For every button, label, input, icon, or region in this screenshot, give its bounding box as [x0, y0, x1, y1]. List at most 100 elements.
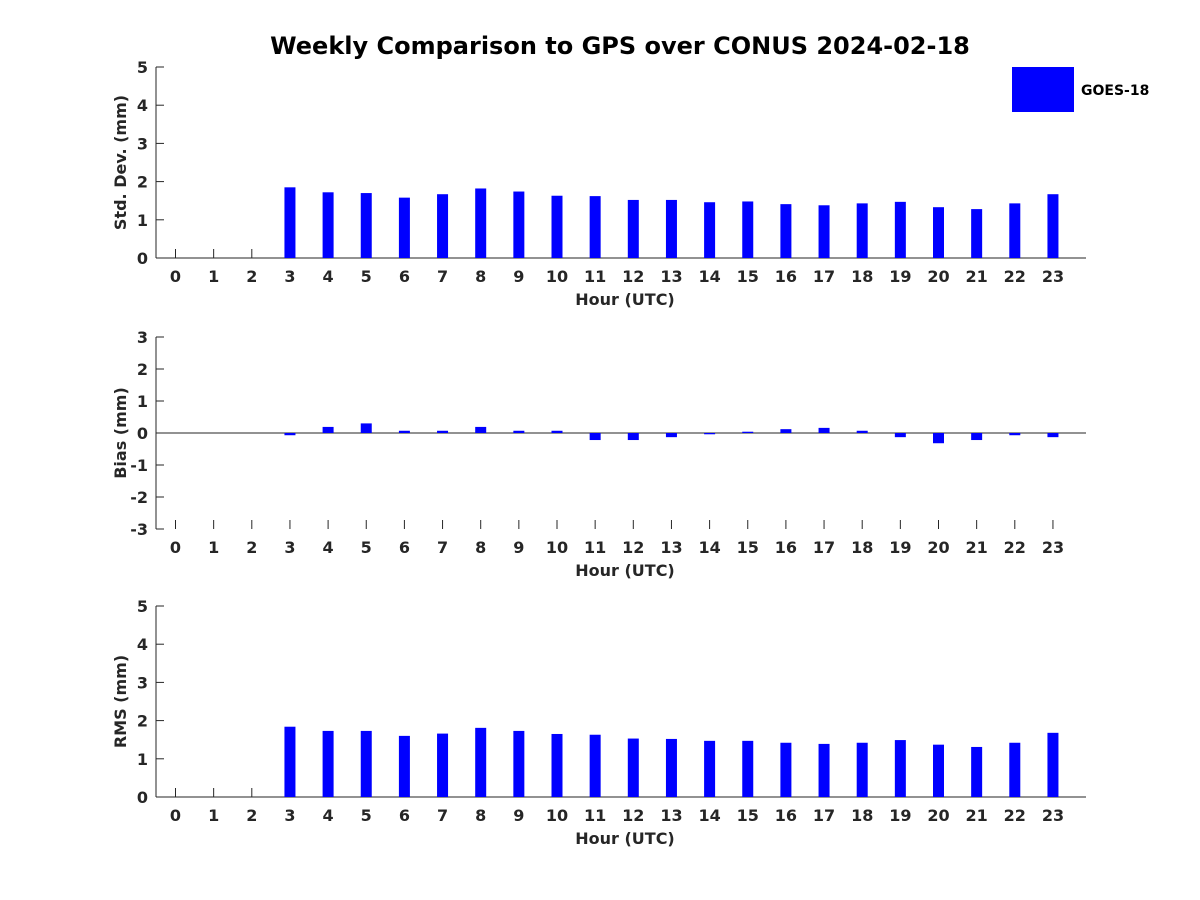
bar-bias-hour-10 — [551, 430, 563, 433]
x-tick-label: 5 — [361, 267, 372, 286]
x-tick-label: 5 — [361, 538, 372, 557]
x-axis-label: Hour (UTC) — [575, 561, 675, 580]
x-tick-label: 8 — [475, 806, 486, 825]
x-tick-label: 23 — [1042, 806, 1064, 825]
bar-rms-hour-7 — [437, 733, 449, 797]
y-tick-label: 1 — [137, 392, 148, 411]
x-tick-label: 16 — [775, 806, 797, 825]
bar-std-dev-hour-15 — [742, 201, 754, 258]
bar-bias-hour-21 — [971, 433, 983, 441]
y-axis-label: Std. Dev. (mm) — [111, 95, 130, 230]
x-tick-label: 16 — [775, 538, 797, 557]
x-tick-label: 4 — [323, 538, 334, 557]
x-tick-label: 21 — [966, 538, 988, 557]
x-tick-label: 2 — [246, 538, 257, 557]
x-tick-label: 14 — [698, 267, 720, 286]
bar-std-dev-hour-13 — [665, 199, 677, 258]
y-tick-label: 0 — [137, 249, 148, 268]
bar-bias-hour-13 — [665, 433, 677, 438]
x-tick-label: 22 — [1004, 267, 1026, 286]
x-tick-label: 6 — [399, 267, 410, 286]
bar-bias-hour-8 — [475, 426, 487, 433]
bar-bias-hour-7 — [437, 430, 449, 433]
x-tick-label: 3 — [284, 538, 295, 557]
x-tick-label: 3 — [284, 267, 295, 286]
y-tick-label: 3 — [137, 328, 148, 347]
bar-rms-hour-19 — [894, 740, 906, 797]
x-tick-label: 3 — [284, 806, 295, 825]
bar-std-dev-hour-22 — [1009, 203, 1021, 258]
y-tick-label: -3 — [130, 520, 148, 539]
x-tick-label: 11 — [584, 267, 606, 286]
bar-rms-hour-15 — [742, 740, 754, 797]
y-tick-label: 0 — [137, 788, 148, 807]
x-tick-label: 20 — [927, 806, 949, 825]
bar-std-dev-hour-21 — [971, 209, 983, 258]
y-tick-label: 4 — [137, 96, 148, 115]
y-tick-label: -1 — [130, 456, 148, 475]
bar-bias-hour-4 — [322, 426, 334, 433]
x-tick-label: 9 — [513, 267, 524, 286]
bar-std-dev-hour-19 — [894, 201, 906, 258]
bar-bias-hour-22 — [1009, 433, 1021, 436]
bar-rms-hour-14 — [704, 740, 716, 797]
y-tick-label: 4 — [137, 635, 148, 654]
bar-rms-hour-5 — [360, 730, 372, 797]
legend: GOES-18 — [1012, 67, 1149, 112]
bar-std-dev-hour-16 — [780, 204, 792, 258]
x-tick-label: 7 — [437, 267, 448, 286]
x-tick-label: 13 — [660, 806, 682, 825]
legend-swatch-goes-18 — [1012, 67, 1074, 112]
x-tick-label: 17 — [813, 267, 835, 286]
bar-bias-hour-11 — [589, 433, 601, 441]
x-tick-label: 1 — [208, 267, 219, 286]
x-tick-label: 17 — [813, 806, 835, 825]
x-tick-label: 4 — [323, 267, 334, 286]
x-tick-label: 0 — [170, 267, 181, 286]
bar-std-dev-hour-4 — [322, 192, 334, 258]
x-tick-label: 2 — [246, 267, 257, 286]
bar-bias-hour-17 — [818, 427, 830, 433]
bar-bias-hour-18 — [856, 430, 868, 433]
y-axis-label: Bias (mm) — [111, 387, 130, 479]
bar-bias-hour-5 — [360, 423, 372, 433]
x-axis-label: Hour (UTC) — [575, 829, 675, 848]
bar-std-dev-hour-10 — [551, 195, 563, 258]
bar-rms-hour-8 — [475, 727, 487, 797]
y-tick-label: 5 — [137, 597, 148, 616]
bar-std-dev-hour-3 — [284, 187, 296, 258]
x-tick-label: 17 — [813, 538, 835, 557]
x-tick-label: 15 — [737, 267, 759, 286]
bar-bias-hour-14 — [704, 433, 716, 435]
bar-rms-hour-20 — [933, 744, 944, 797]
x-tick-label: 9 — [513, 538, 524, 557]
x-tick-label: 8 — [475, 538, 486, 557]
bar-bias-hour-20 — [933, 433, 944, 444]
legend-label-goes-18: GOES-18 — [1081, 83, 1149, 99]
x-tick-label: 18 — [851, 538, 873, 557]
bar-std-dev-hour-7 — [437, 194, 449, 258]
x-tick-label: 19 — [889, 267, 911, 286]
x-axis-label: Hour (UTC) — [575, 290, 675, 309]
x-tick-label: 14 — [698, 806, 720, 825]
bar-bias-hour-15 — [742, 431, 754, 433]
bar-std-dev-hour-23 — [1047, 194, 1059, 258]
bar-rms-hour-11 — [589, 734, 601, 797]
x-tick-label: 8 — [475, 267, 486, 286]
x-tick-label: 10 — [546, 267, 568, 286]
bar-std-dev-hour-18 — [856, 203, 868, 258]
bar-std-dev-hour-5 — [360, 193, 372, 258]
x-tick-label: 23 — [1042, 267, 1064, 286]
y-tick-label: 0 — [137, 424, 148, 443]
y-tick-label: 1 — [137, 750, 148, 769]
x-tick-label: 6 — [399, 806, 410, 825]
y-tick-label: 5 — [137, 58, 148, 77]
x-tick-label: 12 — [622, 538, 644, 557]
x-tick-label: 10 — [546, 538, 568, 557]
bar-rms-hour-10 — [551, 733, 563, 797]
x-tick-label: 7 — [437, 538, 448, 557]
x-tick-label: 15 — [737, 538, 759, 557]
